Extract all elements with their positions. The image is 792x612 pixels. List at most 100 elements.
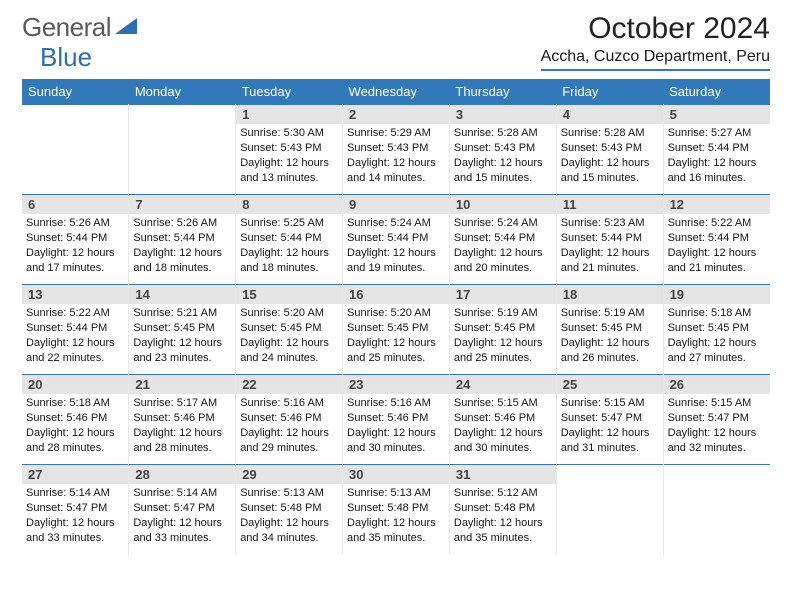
weekday-header: Tuesday (236, 79, 343, 105)
day-details: Sunrise: 5:20 AMSunset: 5:45 PMDaylight:… (236, 304, 342, 367)
day-number: 5 (664, 105, 770, 124)
daylight-line: Daylight: 12 hours and 15 minutes. (454, 156, 552, 186)
daylight-line: Daylight: 12 hours and 24 minutes. (240, 336, 338, 366)
day-details: Sunrise: 5:15 AMSunset: 5:47 PMDaylight:… (664, 394, 770, 457)
logo-text-blue: Blue (40, 42, 92, 73)
weekday-header: Saturday (663, 79, 770, 105)
sunset-line: Sunset: 5:47 PM (668, 411, 766, 426)
day-number: 18 (557, 285, 663, 304)
calendar-table: SundayMondayTuesdayWednesdayThursdayFrid… (22, 79, 770, 555)
day-number: 23 (343, 375, 449, 394)
daylight-line: Daylight: 12 hours and 22 minutes. (26, 336, 124, 366)
calendar-day-cell: 17Sunrise: 5:19 AMSunset: 5:45 PMDayligh… (449, 285, 556, 375)
day-number: 9 (343, 195, 449, 214)
daylight-line: Daylight: 12 hours and 33 minutes. (26, 516, 124, 546)
daylight-line: Daylight: 12 hours and 30 minutes. (347, 426, 445, 456)
day-number: 27 (22, 465, 128, 484)
day-number: 26 (664, 375, 770, 394)
sunrise-line: Sunrise: 5:14 AM (133, 486, 231, 501)
day-details: Sunrise: 5:20 AMSunset: 5:45 PMDaylight:… (343, 304, 449, 367)
calendar-week-row: 27Sunrise: 5:14 AMSunset: 5:47 PMDayligh… (22, 465, 770, 555)
sunset-line: Sunset: 5:44 PM (133, 231, 231, 246)
daylight-line: Daylight: 12 hours and 26 minutes. (561, 336, 659, 366)
title-block: October 2024 Accha, Cuzco Department, Pe… (541, 12, 770, 71)
day-details: Sunrise: 5:14 AMSunset: 5:47 PMDaylight:… (129, 484, 235, 547)
day-details: Sunrise: 5:21 AMSunset: 5:45 PMDaylight:… (129, 304, 235, 367)
weekday-header: Wednesday (343, 79, 450, 105)
calendar-day-cell: 14Sunrise: 5:21 AMSunset: 5:45 PMDayligh… (129, 285, 236, 375)
sunset-line: Sunset: 5:43 PM (347, 141, 445, 156)
sunrise-line: Sunrise: 5:26 AM (133, 216, 231, 231)
sunrise-line: Sunrise: 5:29 AM (347, 126, 445, 141)
sunrise-line: Sunrise: 5:17 AM (133, 396, 231, 411)
sunset-line: Sunset: 5:44 PM (561, 231, 659, 246)
day-details: Sunrise: 5:28 AMSunset: 5:43 PMDaylight:… (557, 124, 663, 187)
day-number: 8 (236, 195, 342, 214)
day-details: Sunrise: 5:30 AMSunset: 5:43 PMDaylight:… (236, 124, 342, 187)
sunset-line: Sunset: 5:43 PM (454, 141, 552, 156)
calendar-day-cell: 30Sunrise: 5:13 AMSunset: 5:48 PMDayligh… (343, 465, 450, 555)
daylight-line: Daylight: 12 hours and 28 minutes. (26, 426, 124, 456)
sunset-line: Sunset: 5:48 PM (347, 501, 445, 516)
day-number: 7 (129, 195, 235, 214)
day-number: 15 (236, 285, 342, 304)
calendar-day-cell: 29Sunrise: 5:13 AMSunset: 5:48 PMDayligh… (236, 465, 343, 555)
day-details: Sunrise: 5:23 AMSunset: 5:44 PMDaylight:… (557, 214, 663, 277)
daylight-line: Daylight: 12 hours and 16 minutes. (668, 156, 766, 186)
sunrise-line: Sunrise: 5:24 AM (347, 216, 445, 231)
sunrise-line: Sunrise: 5:19 AM (454, 306, 552, 321)
calendar-body: 1Sunrise: 5:30 AMSunset: 5:43 PMDaylight… (22, 105, 770, 555)
daylight-line: Daylight: 12 hours and 15 minutes. (561, 156, 659, 186)
day-details: Sunrise: 5:18 AMSunset: 5:46 PMDaylight:… (22, 394, 128, 457)
sunset-line: Sunset: 5:44 PM (240, 231, 338, 246)
month-year-title: October 2024 (541, 12, 770, 46)
daylight-line: Daylight: 12 hours and 18 minutes. (133, 246, 231, 276)
day-number: 19 (664, 285, 770, 304)
day-details: Sunrise: 5:24 AMSunset: 5:44 PMDaylight:… (343, 214, 449, 277)
daylight-line: Daylight: 12 hours and 25 minutes. (454, 336, 552, 366)
day-details: Sunrise: 5:15 AMSunset: 5:46 PMDaylight:… (450, 394, 556, 457)
sunrise-line: Sunrise: 5:14 AM (26, 486, 124, 501)
sunset-line: Sunset: 5:44 PM (668, 141, 766, 156)
sunset-line: Sunset: 5:48 PM (240, 501, 338, 516)
day-details: Sunrise: 5:28 AMSunset: 5:43 PMDaylight:… (450, 124, 556, 187)
daylight-line: Daylight: 12 hours and 23 minutes. (133, 336, 231, 366)
sunset-line: Sunset: 5:44 PM (454, 231, 552, 246)
calendar-day-cell: 8Sunrise: 5:25 AMSunset: 5:44 PMDaylight… (236, 195, 343, 285)
weekday-header: Thursday (449, 79, 556, 105)
day-number: 11 (557, 195, 663, 214)
day-number: 31 (450, 465, 556, 484)
day-details: Sunrise: 5:16 AMSunset: 5:46 PMDaylight:… (343, 394, 449, 457)
calendar-header-row: SundayMondayTuesdayWednesdayThursdayFrid… (22, 79, 770, 105)
sunset-line: Sunset: 5:45 PM (454, 321, 552, 336)
calendar-day-cell: 10 Sunrise: 5:24 AMSunset: 5:44 PMDayligh… (449, 195, 556, 285)
sunset-line: Sunset: 5:47 PM (561, 411, 659, 426)
daylight-line: Daylight: 12 hours and 27 minutes. (668, 336, 766, 366)
sunset-line: Sunset: 5:43 PM (240, 141, 338, 156)
daylight-line: Daylight: 12 hours and 30 minutes. (454, 426, 552, 456)
day-details: Sunrise: 5:13 AMSunset: 5:48 PMDaylight:… (236, 484, 342, 547)
sunrise-line: Sunrise: 5:30 AM (240, 126, 338, 141)
sunrise-line: Sunrise: 5:12 AM (454, 486, 552, 501)
sunrise-line: Sunrise: 5:23 AM (561, 216, 659, 231)
day-details: Sunrise: 5:12 AMSunset: 5:48 PMDaylight:… (450, 484, 556, 547)
daylight-line: Daylight: 12 hours and 33 minutes. (133, 516, 231, 546)
day-details: Sunrise: 5:14 AMSunset: 5:47 PMDaylight:… (22, 484, 128, 547)
day-details: Sunrise: 5:26 AMSunset: 5:44 PMDaylight:… (22, 214, 128, 277)
daylight-line: Daylight: 12 hours and 28 minutes. (133, 426, 231, 456)
sunrise-line: Sunrise: 5:20 AM (347, 306, 445, 321)
calendar-day-cell: 31Sunrise: 5:12 AMSunset: 5:48 PMDayligh… (449, 465, 556, 555)
logo: General (22, 12, 137, 43)
sunset-line: Sunset: 5:48 PM (454, 501, 552, 516)
calendar-empty-cell (663, 465, 770, 555)
sunrise-line: Sunrise: 5:24 AM (454, 216, 552, 231)
sunrise-line: Sunrise: 5:27 AM (668, 126, 766, 141)
calendar-day-cell: 15Sunrise: 5:20 AMSunset: 5:45 PMDayligh… (236, 285, 343, 375)
day-number: 10 (450, 195, 556, 214)
daylight-line: Daylight: 12 hours and 35 minutes. (347, 516, 445, 546)
calendar-day-cell: 22Sunrise: 5:16 AMSunset: 5:46 PMDayligh… (236, 375, 343, 465)
calendar-empty-cell (129, 105, 236, 195)
daylight-line: Daylight: 12 hours and 20 minutes. (454, 246, 552, 276)
day-number: 12 (664, 195, 770, 214)
day-number: 4 (557, 105, 663, 124)
